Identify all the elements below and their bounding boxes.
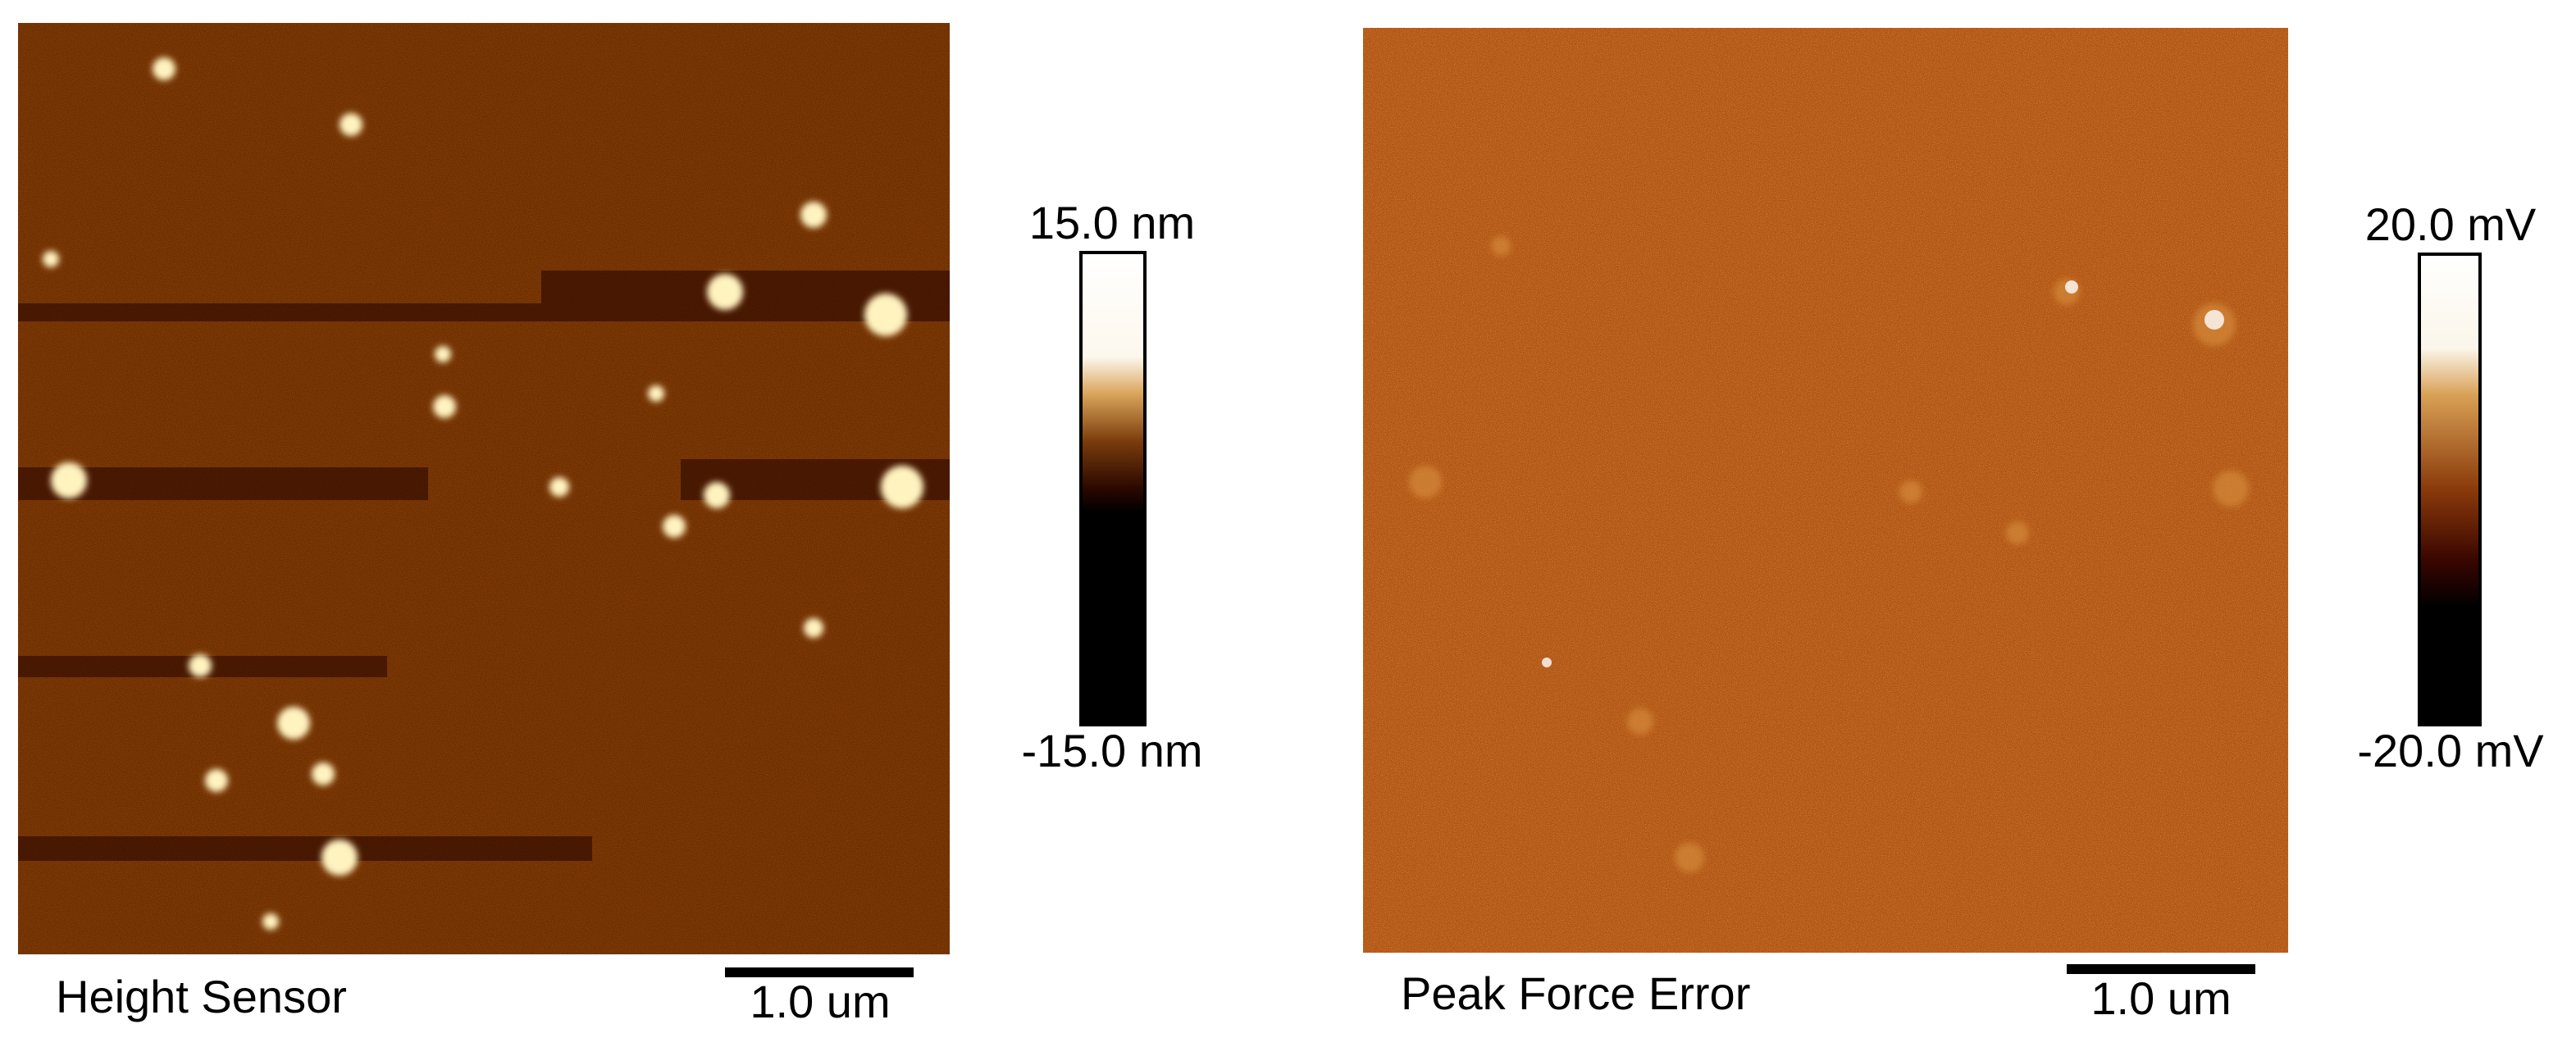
panel-title: Height Sensor <box>56 971 347 1022</box>
color-bar-max: 20.0 mV <box>2365 198 2537 250</box>
image-texture <box>1363 28 2288 953</box>
color-bar <box>2418 253 2482 726</box>
particles <box>43 57 923 930</box>
height-image <box>18 23 950 954</box>
color-bar <box>1079 251 1147 726</box>
scale-bar-label: 1.0 um <box>750 976 890 1027</box>
color-bar-min: -20.0 mV <box>2357 725 2544 776</box>
color-bar-min: -15.0 nm <box>1022 725 1203 776</box>
scale-bar-label: 1.0 um <box>2090 972 2231 1024</box>
panel-title: Peak Force Error <box>1401 967 1750 1019</box>
highlights <box>1542 280 2224 667</box>
color-bar-max: 15.0 nm <box>1029 197 1195 248</box>
force-error-image <box>1363 28 2288 953</box>
particles <box>1409 236 2249 872</box>
